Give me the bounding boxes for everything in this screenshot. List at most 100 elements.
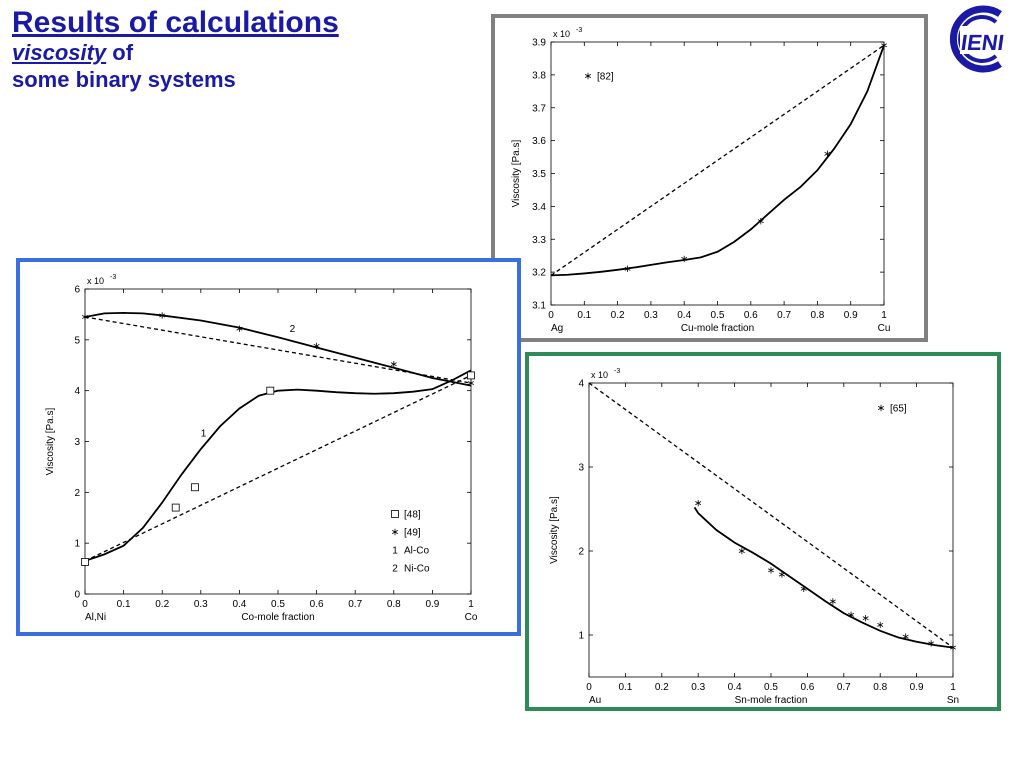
- data-point-asterisk: [695, 499, 702, 507]
- slide-subtitle-line2: some binary systems: [12, 67, 236, 92]
- model-curve: [550, 44, 885, 277]
- y-axis-label: Viscosity [Pa.s]: [45, 407, 56, 475]
- x-tick-label: 0: [548, 310, 554, 321]
- data-point-asterisk: [236, 325, 243, 332]
- legend-marker-asterisk: [585, 72, 591, 80]
- data-point-asterisk: [881, 42, 887, 49]
- legend-label: Al-Co: [404, 546, 429, 557]
- curve-label: 1: [201, 428, 207, 439]
- y-tick-label: 1: [578, 631, 584, 642]
- y-tick-label: 3.5: [532, 169, 546, 180]
- x-end-right-label: Cu: [878, 323, 891, 334]
- x-tick-label: 0.9: [425, 599, 439, 610]
- x-tick-label: 0.2: [155, 599, 169, 610]
- y-tick-label: 6: [74, 285, 80, 296]
- ideal-dashed-line: [550, 44, 885, 276]
- x-tick-label: 0.3: [691, 682, 705, 693]
- data-point-asterisk: [848, 611, 855, 619]
- data-point-square: [81, 558, 89, 566]
- data-point-asterisk: [928, 640, 935, 647]
- legend-label: [65]: [890, 404, 907, 415]
- data-point-square: [191, 483, 199, 492]
- x-axis-label: Cu-mole fraction: [681, 323, 754, 334]
- exponent-label: x 10: [553, 29, 570, 39]
- ideal-dashed-line: [588, 382, 954, 649]
- x-tick-label: 1: [468, 599, 474, 610]
- model-curve-1: [84, 369, 472, 562]
- x-tick-label: 1: [881, 310, 887, 321]
- legend-label: [49]: [404, 528, 421, 539]
- x-tick-label: 0.2: [611, 310, 625, 321]
- chart-co-systems: 0 0.1 0.2 0.3 0.4 0.5 0.6 0.7 0.8 0.9 1 0 1 2 3 4 5 6 x 10…: [45, 274, 478, 623]
- y-axis-label: Viscosity [Pa.s]: [511, 139, 522, 207]
- data-point-asterisk: [757, 217, 764, 225]
- data-point-asterisk: [681, 255, 688, 263]
- data-point-asterisk: [778, 571, 785, 578]
- x-tick-label: 0.3: [644, 310, 658, 321]
- data-point-asterisk: [950, 644, 956, 651]
- legend-label: Ni-Co: [404, 564, 430, 575]
- y-tick-label: 3: [578, 463, 584, 474]
- x-tick-label: 0.6: [800, 682, 814, 693]
- y-tick-label: 2: [578, 547, 584, 558]
- x-axis-label: Co-mole fraction: [241, 612, 314, 623]
- y-tick-label: 3: [74, 437, 80, 448]
- x-tick-label: 0.8: [810, 310, 824, 321]
- x-tick-label: 0.4: [232, 599, 246, 610]
- y-tick-label: 1: [74, 539, 80, 550]
- exponent-power: -3: [110, 274, 116, 281]
- data-point-square: [467, 371, 475, 380]
- x-tick-label: 0.7: [777, 310, 791, 321]
- y-tick-label: 0: [74, 590, 80, 601]
- model-curve: [693, 506, 954, 649]
- data-point-asterisk: [768, 567, 774, 574]
- y-axis-label: Viscosity [Pa.s]: [549, 496, 560, 564]
- exponent-power: -3: [576, 27, 582, 34]
- x-end-right-label: Co: [465, 612, 478, 623]
- x-tick-label: 0.1: [577, 310, 591, 321]
- exponent-label: x 10: [87, 276, 104, 286]
- legend-label: [48]: [404, 510, 421, 521]
- y-tick-label: 3.8: [532, 70, 546, 81]
- curve-label: 2: [290, 324, 296, 335]
- data-point-asterisk: [159, 312, 166, 319]
- chart-panel-co: 0 0.1 0.2 0.3 0.4 0.5 0.6 0.7 0.8 0.9 1 0 1 2 3 4 5 6 x 10…: [16, 258, 521, 636]
- x-tick-label: 1: [950, 682, 956, 693]
- y-tick-label: 3.4: [532, 202, 546, 213]
- x-tick-label: 0.8: [873, 682, 887, 693]
- data-point-asterisk: [624, 265, 631, 273]
- legend-marker-asterisk: [392, 528, 398, 536]
- x-tick-label: 0.9: [844, 310, 858, 321]
- chart-panel-au-sn: 0 0.1 0.2 0.3 0.4 0.5 0.6 0.7 0.8 0.9 1 1 2 3 4 x 10 -3 S…: [525, 352, 1001, 711]
- data-point-asterisk: [824, 150, 831, 157]
- legend-marker-asterisk: [878, 404, 884, 412]
- data-point-asterisk: [468, 379, 474, 387]
- chart-ag-cu: 0 0.1 0.2 0.3 0.4 0.5 0.6 0.7 0.8 0.9 1 3.1 3.2 3.3 3.…: [511, 27, 891, 334]
- data-point-asterisk: [738, 547, 745, 555]
- x-axis-label: Sn-mole fraction: [735, 695, 808, 706]
- data-point-asterisk: [829, 598, 836, 605]
- data-point-asterisk: [82, 313, 88, 321]
- x-tick-label: 0.4: [728, 682, 742, 693]
- model-curve-2: [84, 311, 472, 387]
- x-tick-label: 0.1: [117, 599, 131, 610]
- x-tick-label: 0.2: [655, 682, 669, 693]
- legend-marker-number: 1: [392, 546, 398, 557]
- ideal-dashed-line: [84, 374, 472, 562]
- chart-panel-ag-cu: 0 0.1 0.2 0.3 0.4 0.5 0.6 0.7 0.8 0.9 1 3.1 3.2 3.3 3.…: [491, 14, 928, 342]
- x-tick-label: 0.8: [387, 599, 401, 610]
- chart-au-sn: 0 0.1 0.2 0.3 0.4 0.5 0.6 0.7 0.8 0.9 1 1 2 3 4 x 10 -3 S…: [549, 368, 959, 706]
- y-tick-label: 4: [74, 386, 80, 397]
- x-end-left-label: Au: [589, 695, 601, 706]
- x-tick-label: 0.4: [677, 310, 691, 321]
- data-point-asterisk: [902, 633, 909, 640]
- y-tick-label: 3.3: [532, 235, 546, 246]
- logo-text: IENI: [959, 30, 1005, 55]
- data-point-asterisk: [877, 621, 884, 629]
- slide-title-block: Results of calculations viscosity of som…: [12, 6, 339, 94]
- y-tick-label: 5: [74, 335, 80, 346]
- exponent-label: x 10: [591, 370, 608, 380]
- x-tick-label: 0.5: [711, 310, 725, 321]
- plot-frame: [588, 382, 954, 678]
- x-tick-label: 0: [586, 682, 592, 693]
